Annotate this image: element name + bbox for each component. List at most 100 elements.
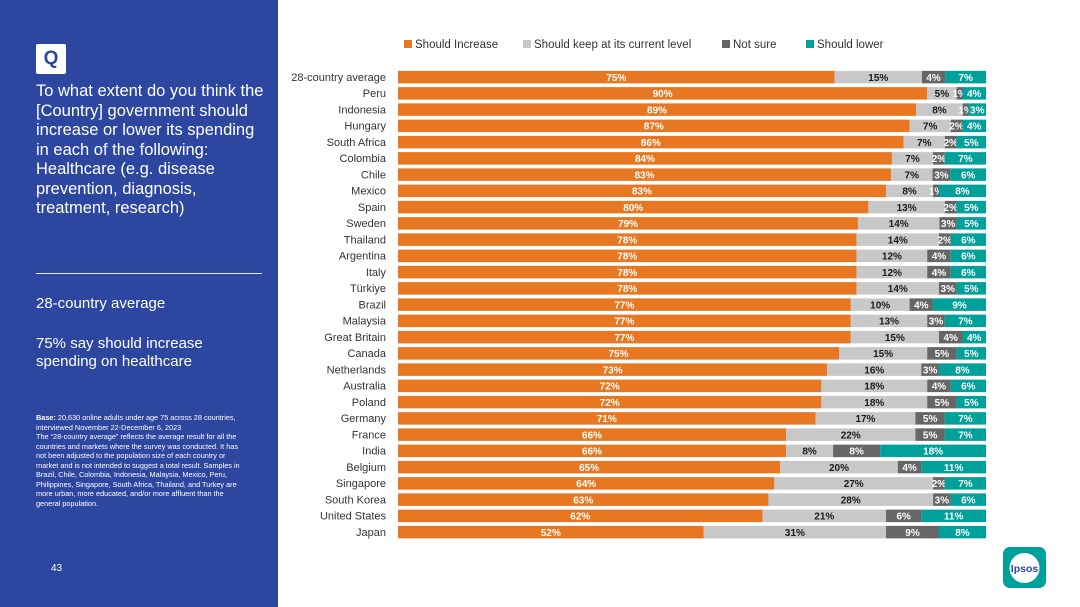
data-label: 8%: [849, 447, 864, 458]
category-label: Chile: [361, 169, 386, 181]
bar-row-france: France 66% 22% 5% 7%: [352, 428, 986, 441]
bar-segment-should-lower: [956, 282, 986, 295]
bar-segment-not-sure: [939, 217, 957, 230]
bar-segment-should-lower: [933, 298, 986, 311]
category-label: 28-country average: [291, 72, 386, 84]
data-label: 3%: [941, 219, 956, 230]
bar-segment-should-lower: [962, 87, 986, 100]
bar-segment-not-sure: [933, 184, 939, 198]
bar-segment-not-sure: [897, 460, 922, 474]
data-label: 80%: [623, 203, 643, 214]
data-label: 17%: [855, 414, 875, 425]
category-label: Argentina: [339, 251, 387, 263]
data-label: 6%: [961, 235, 976, 246]
bar-row-mexico: Mexico 83% 8% 1% 8%: [351, 184, 986, 198]
category-label: France: [352, 429, 386, 441]
bar-segment-should-increase: [398, 217, 858, 230]
legend-label: Should keep at its current level: [534, 39, 691, 51]
bar-segment-not-sure: [962, 103, 969, 116]
category-label: Belgium: [346, 462, 386, 474]
bar-segment-should-lower: [950, 493, 986, 506]
legend-swatch: [806, 40, 814, 48]
data-label: 86%: [641, 138, 661, 149]
bar-segment-not-sure: [956, 87, 963, 100]
question-text: To what extent do you think the [Country…: [36, 82, 264, 217]
data-label: 2%: [932, 479, 947, 490]
bar-segment-not-sure: [932, 168, 951, 181]
bar-segment-should-increase: [398, 509, 763, 523]
legend-swatch: [404, 40, 412, 48]
bar-row-poland: Poland 72% 18% 5% 5%: [352, 395, 986, 409]
summary-label: 28-country average: [36, 295, 166, 312]
data-label: 5%: [964, 349, 979, 360]
data-label: 8%: [955, 528, 970, 539]
bar-segment-should-keep-at-its-current-level: [786, 444, 834, 458]
bar-row-belgium: Belgium 65% 20% 4% 11%: [346, 460, 986, 474]
category-label: Netherlands: [327, 364, 387, 376]
data-label: 64%: [576, 479, 596, 490]
bar-segment-should-keep-at-its-current-level: [839, 347, 928, 360]
bar-segment-should-keep-at-its-current-level: [856, 249, 928, 263]
category-label: Indonesia: [338, 104, 387, 116]
bar-segment-should-keep-at-its-current-level: [821, 379, 928, 393]
data-label: 9%: [952, 300, 967, 311]
data-label: 15%: [873, 349, 893, 360]
bar-row-india: India 66% 8% 8% 18%: [362, 444, 986, 458]
bar-segment-should-keep-at-its-current-level: [891, 152, 934, 165]
data-label: 18%: [923, 447, 943, 458]
bar-segment-should-increase: [398, 249, 857, 263]
category-label: Sweden: [346, 218, 386, 230]
bar-row-germany: Germany 71% 17% 5% 7%: [341, 412, 986, 425]
data-label: 71%: [597, 414, 617, 425]
data-label: 78%: [617, 268, 637, 279]
data-label: 7%: [905, 154, 920, 165]
bar-segment-should-increase: [398, 477, 775, 490]
data-label: 83%: [634, 170, 654, 181]
data-label: 3%: [970, 105, 985, 116]
data-label: 73%: [603, 365, 623, 376]
data-label: 52%: [541, 528, 561, 539]
data-label: 8%: [932, 105, 947, 116]
bar-segment-should-increase: [398, 395, 822, 409]
bar-segment-should-keep-at-its-current-level: [774, 477, 934, 490]
bar-segment-should-increase: [398, 525, 704, 539]
data-label: 21%: [814, 512, 834, 523]
bar-segment-should-lower: [944, 314, 986, 328]
data-label: 65%: [579, 463, 599, 474]
bar-segment-should-keep-at-its-current-level: [856, 282, 939, 295]
data-label: 6%: [896, 512, 911, 523]
bar-segment-should-lower: [968, 103, 986, 116]
bar-row-malaysia: Malaysia 77% 13% 3% 7%: [343, 314, 986, 328]
bar-segment-should-increase: [398, 152, 892, 165]
bar-segment-should-keep-at-its-current-level: [703, 525, 887, 539]
category-label: Mexico: [351, 186, 386, 198]
data-label: 77%: [614, 300, 634, 311]
bar-segment-not-sure: [927, 249, 951, 263]
data-label: 3%: [923, 365, 938, 376]
bar-segment-should-lower: [962, 119, 986, 133]
bar-segment-should-keep-at-its-current-level: [850, 298, 910, 311]
bar-segment-not-sure: [927, 379, 951, 393]
ipsos-logo: Ipsos: [1003, 547, 1046, 588]
category-label: Türkiye: [350, 283, 386, 295]
bar-segment-not-sure: [933, 493, 951, 506]
data-label: 7%: [958, 479, 973, 490]
data-label: 4%: [943, 333, 958, 344]
base-note: Base: 20,630 online adults under age 75 …: [36, 413, 248, 508]
bar-segment-should-increase: [398, 347, 839, 360]
bar-segment-not-sure: [886, 509, 922, 523]
bar-row-28-country-average: 28-country average 75% 15% 4% 7%: [291, 70, 986, 84]
data-label: 15%: [885, 333, 905, 344]
data-label: 1%: [952, 89, 967, 100]
bar-segment-should-keep-at-its-current-level: [786, 428, 916, 441]
data-label: 5%: [935, 398, 950, 409]
bar-segment-should-increase: [398, 330, 851, 344]
bar-segment-not-sure: [927, 314, 945, 328]
data-label: 6%: [961, 382, 976, 393]
bar-segment-should-increase: [398, 379, 822, 393]
bar-segment-should-keep-at-its-current-level: [890, 168, 933, 181]
bar-segment-not-sure: [927, 347, 957, 360]
bar-segment-should-lower: [938, 525, 986, 539]
data-label: 6%: [961, 170, 976, 181]
bar-segment-should-lower: [956, 135, 986, 149]
